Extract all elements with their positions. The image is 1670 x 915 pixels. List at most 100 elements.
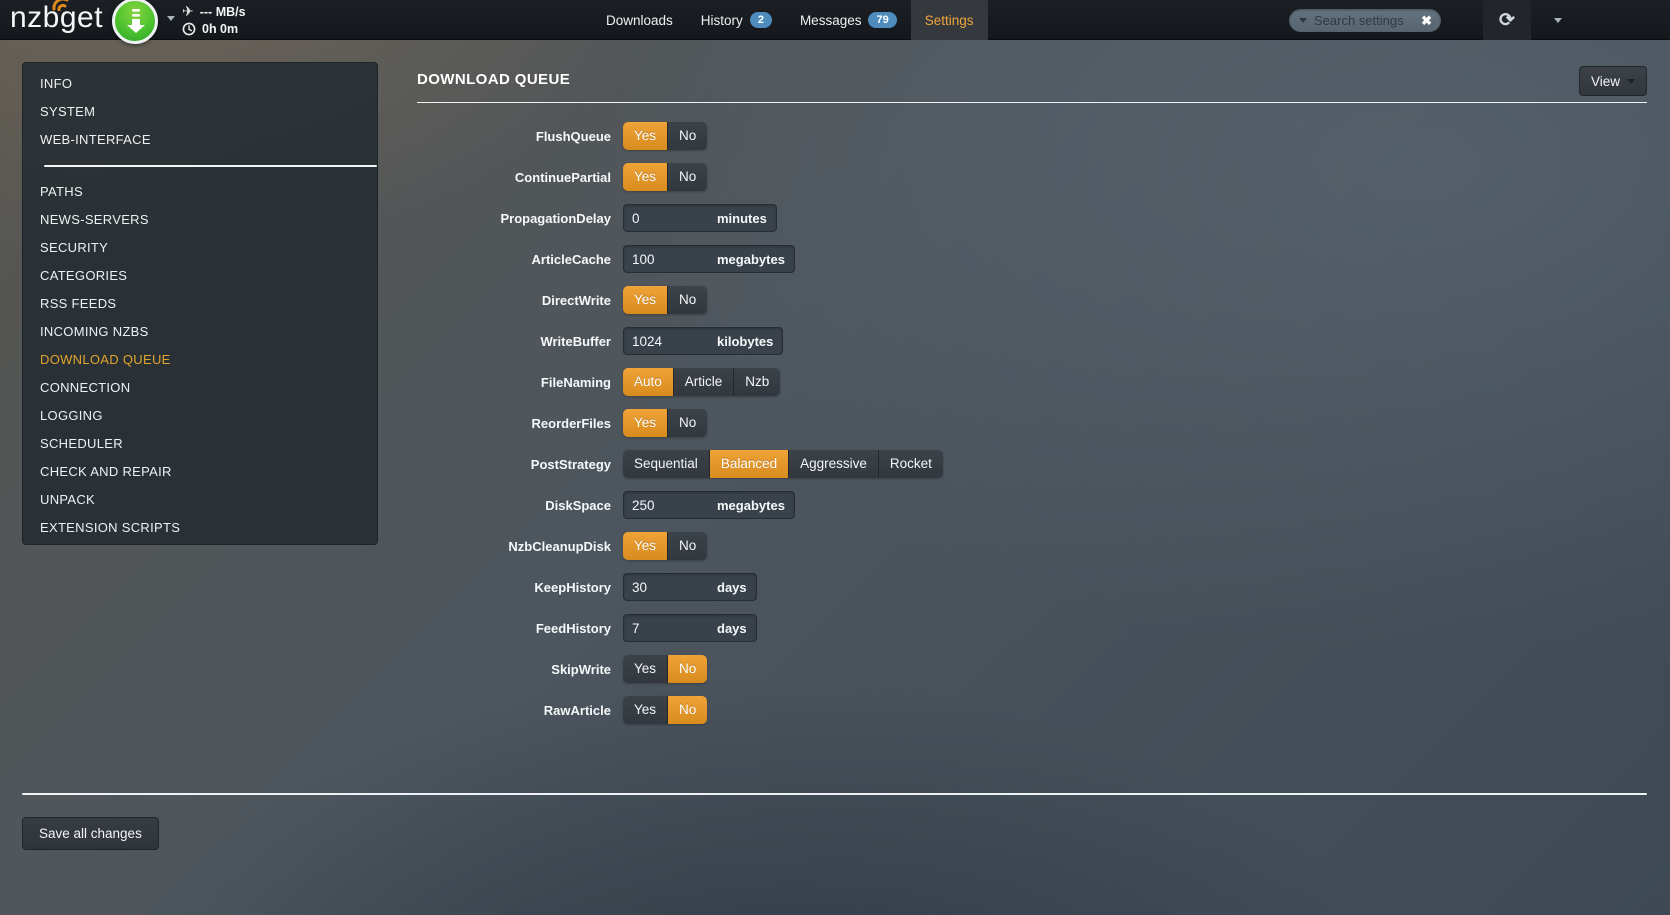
sidebar-item-security[interactable]: SECURITY xyxy=(40,240,109,255)
view-button[interactable]: View xyxy=(1578,66,1647,96)
section-header: DOWNLOAD QUEUE View xyxy=(417,62,1647,103)
diskspace-input[interactable] xyxy=(624,492,708,518)
articlecache-input[interactable] xyxy=(624,246,708,272)
nav-tab-downloads[interactable]: Downloads xyxy=(592,0,687,40)
option-button-yes[interactable]: Yes xyxy=(623,286,669,314)
setting-label: FlushQueue xyxy=(535,128,611,144)
feedhistory-input[interactable] xyxy=(624,615,708,641)
sidebar-item-rss-feeds[interactable]: RSS FEEDS xyxy=(40,296,117,311)
save-all-button[interactable]: Save all changes xyxy=(22,817,159,850)
setting-row-keephistory: KeepHistory days xyxy=(417,573,1647,601)
writebuffer-input[interactable] xyxy=(624,328,708,354)
setting-label: RawArticle xyxy=(543,702,611,718)
option-button-group: Sequential Balanced Aggressive Rocket xyxy=(623,450,943,478)
speed-value: --- MB/s xyxy=(199,4,246,19)
option-button-rocket[interactable]: Rocket xyxy=(878,450,943,478)
sidebar-item-connection[interactable]: CONNECTION xyxy=(40,380,131,395)
sidebar-item-check-and-repair[interactable]: CHECK AND REPAIR xyxy=(40,464,172,479)
setting-row-directwrite: DirectWrite Yes No xyxy=(417,286,1647,314)
refresh-button[interactable]: ⟳ xyxy=(1483,0,1531,40)
setting-label: PostStrategy xyxy=(530,456,611,472)
setting-label: NzbCleanupDisk xyxy=(508,538,611,554)
search-options-caret-icon[interactable] xyxy=(1299,18,1307,23)
nav-tab-label: History xyxy=(700,12,743,28)
option-button-yes[interactable]: Yes xyxy=(623,532,669,560)
option-button-sequential[interactable]: Sequential xyxy=(623,450,710,478)
setting-row-rawarticle: RawArticle Yes No xyxy=(417,696,1647,724)
count-badge: 2 xyxy=(749,12,772,28)
option-button-no[interactable]: No xyxy=(668,163,708,191)
search-clear-icon[interactable]: ✖ xyxy=(1421,13,1432,28)
search-input[interactable] xyxy=(1307,13,1422,28)
nav-tab-messages[interactable]: Messages 79 xyxy=(786,0,911,40)
sidebar-item-logging[interactable]: LOGGING xyxy=(40,408,103,423)
propagationdelay-input[interactable] xyxy=(624,205,708,231)
option-button-group: Auto Article Nzb xyxy=(623,368,781,396)
sidebar-item-download-queue[interactable]: DOWNLOAD QUEUE xyxy=(40,352,171,367)
setting-row-feedhistory: FeedHistory days xyxy=(417,614,1647,642)
option-button-yes[interactable]: Yes xyxy=(623,163,669,191)
settings-form: FlushQueue Yes No ContinuePartial Yes No Propa… xyxy=(417,122,1647,724)
value-input-group: megabytes xyxy=(623,491,795,519)
option-button-no[interactable]: No xyxy=(668,122,708,150)
plane-icon: ✈ xyxy=(182,3,194,19)
footer-divider xyxy=(22,793,1647,795)
nav-tab-settings[interactable]: Settings xyxy=(910,0,988,40)
option-button-group: Yes No xyxy=(623,409,708,437)
option-button-yes[interactable]: Yes xyxy=(623,409,669,437)
sidebar-item-paths[interactable]: PATHS xyxy=(40,184,83,199)
option-button-yes[interactable]: Yes xyxy=(623,696,669,724)
sidebar-divider xyxy=(44,165,377,167)
option-button-yes[interactable]: Yes xyxy=(623,122,669,150)
option-button-auto[interactable]: Auto xyxy=(623,368,674,396)
setting-row-flushqueue: FlushQueue Yes No xyxy=(417,122,1647,150)
clock-icon xyxy=(182,22,196,35)
sidebar-item-categories[interactable]: CATEGORIES xyxy=(40,268,128,283)
option-button-no[interactable]: No xyxy=(668,655,708,683)
download-toggle-button[interactable] xyxy=(112,0,158,44)
search-box: ✖ xyxy=(1289,9,1441,32)
option-button-no[interactable]: No xyxy=(668,286,708,314)
sidebar-item-news-servers[interactable]: NEWS-SERVERS xyxy=(40,212,149,227)
setting-row-continuepartial: ContinuePartial Yes No xyxy=(417,163,1647,191)
top-bar: nzbget ✈ --- MB/s 0h 0m Downloads History… xyxy=(0,0,1670,44)
setting-label: PropagationDelay xyxy=(500,210,611,226)
option-button-nzb[interactable]: Nzb xyxy=(734,368,781,396)
refresh-icon: ⟳ xyxy=(1499,9,1515,31)
setting-row-diskspace: DiskSpace megabytes xyxy=(417,491,1647,519)
option-button-balanced[interactable]: Balanced xyxy=(709,450,790,478)
option-button-no[interactable]: No xyxy=(668,532,708,560)
nav-tab-history[interactable]: History 2 xyxy=(687,0,786,40)
nav-tab-label: Settings xyxy=(924,12,974,28)
option-button-group: Yes No xyxy=(623,696,708,724)
setting-row-writebuffer: WriteBuffer kilobytes xyxy=(417,327,1647,355)
unit-label: minutes xyxy=(717,210,767,226)
keephistory-input[interactable] xyxy=(624,574,708,600)
view-caret-icon xyxy=(1627,78,1635,84)
unit-label: megabytes xyxy=(717,497,785,513)
download-menu-caret-icon[interactable] xyxy=(167,16,175,21)
option-button-group: Yes No xyxy=(623,655,708,683)
setting-row-poststrategy: PostStrategy Sequential Balanced Aggressive… xyxy=(417,450,1647,478)
option-button-aggressive[interactable]: Aggressive xyxy=(789,450,879,478)
sidebar-item-unpack[interactable]: UNPACK xyxy=(40,492,96,507)
setting-label: KeepHistory xyxy=(534,579,611,595)
option-button-no[interactable]: No xyxy=(668,696,708,724)
sidebar-item-system[interactable]: SYSTEM xyxy=(40,104,96,119)
unit-label: megabytes xyxy=(717,251,785,267)
value-input-group: days xyxy=(623,573,757,601)
sidebar-item-extension-scripts[interactable]: EXTENSION SCRIPTS xyxy=(40,520,181,535)
option-button-yes[interactable]: Yes xyxy=(623,655,669,683)
sidebar-item-scheduler[interactable]: SCHEDULER xyxy=(40,436,123,451)
option-button-article[interactable]: Article xyxy=(673,368,735,396)
setting-row-propagationdelay: PropagationDelay minutes xyxy=(417,204,1647,232)
sidebar-item-web-interface[interactable]: WEB-INTERFACE xyxy=(40,132,151,147)
option-button-group: Yes No xyxy=(623,532,708,560)
setting-label: FileNaming xyxy=(540,374,611,390)
topbar-menu-caret-icon[interactable] xyxy=(1554,18,1562,23)
setting-label: ReorderFiles xyxy=(531,415,611,431)
option-button-no[interactable]: No xyxy=(668,409,708,437)
sidebar-item-incoming-nzbs[interactable]: INCOMING NZBS xyxy=(40,324,149,339)
unit-label: days xyxy=(717,579,747,595)
sidebar-item-info[interactable]: INFO xyxy=(40,76,73,91)
